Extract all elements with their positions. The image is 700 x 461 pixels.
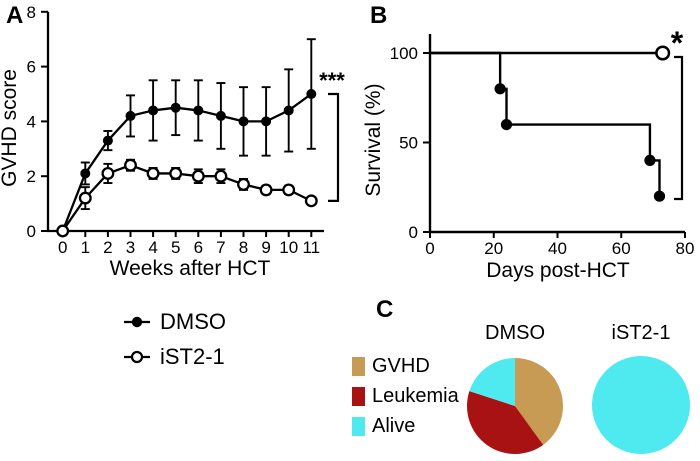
legend-label-ist21: iST2-1 [160, 344, 225, 369]
svg-text:3: 3 [126, 238, 135, 257]
svg-text:*: * [671, 25, 684, 61]
significance-bracket-b: * [671, 25, 684, 201]
survival-chart: 0 50 100 0 20 40 60 80 Days post-HCT Survival (%)… [362, 25, 694, 282]
svg-text:0: 0 [58, 238, 67, 257]
series-ist2-1 [61, 164, 312, 232]
panel-c-label: C [376, 296, 394, 323]
slice-gvhd [515, 358, 563, 445]
svg-text:11: 11 [302, 238, 320, 257]
legend-label-alive: Alive [372, 415, 416, 437]
svg-text:0: 0 [425, 239, 434, 258]
svg-text:60: 60 [612, 239, 631, 258]
slice-leukemia [467, 391, 544, 454]
svg-text:9: 9 [261, 238, 270, 257]
legend-label-dmso: DMSO [160, 309, 226, 334]
svg-text:50: 50 [399, 134, 418, 153]
legend-item-leukemia: Leukemia [352, 385, 459, 407]
legend-label-gvhd: GVHD [372, 355, 430, 377]
svg-text:40: 40 [548, 239, 567, 258]
leukemia-color-swatch [352, 387, 365, 406]
svg-text:20: 20 [484, 239, 503, 258]
axes: 0 50 100 0 20 40 60 80 Days post-HCT Survival (%) [362, 34, 694, 282]
filled-circle-marker-icon [124, 316, 150, 328]
panel-b-label: B [370, 2, 388, 29]
svg-text:6: 6 [194, 238, 203, 257]
svg-text:2: 2 [103, 238, 112, 257]
outcome-pie-dmso [467, 358, 563, 454]
series-ist2-1 [430, 45, 671, 61]
slice-alive [592, 356, 690, 454]
svg-text:***: *** [319, 68, 345, 93]
svg-text:2: 2 [27, 167, 36, 186]
svg-text:1: 1 [81, 238, 90, 257]
svg-text:0: 0 [409, 223, 418, 242]
svg-text:0: 0 [27, 222, 36, 241]
markers-ist2-1 [56, 158, 318, 238]
svg-text:Survival (%): Survival (%) [362, 83, 385, 196]
significance-bracket-a: *** [319, 68, 345, 202]
svg-text:4: 4 [148, 238, 157, 257]
svg-text:4: 4 [27, 112, 36, 131]
gvhd-color-swatch [352, 357, 365, 376]
svg-text:GVHD score: GVHD score [0, 69, 21, 187]
legend-item-gvhd: GVHD [352, 355, 459, 377]
pie-title-dmso: DMSO [485, 322, 545, 344]
svg-text:7: 7 [216, 238, 225, 257]
svg-text:Days post-HCT: Days post-HCT [486, 259, 630, 282]
svg-text:10: 10 [279, 238, 298, 257]
legend-item-ist21: iST2-1 [124, 345, 226, 369]
markers-dmso [57, 89, 317, 236]
outcome-pie-ist21 [592, 356, 690, 454]
open-circle-marker-icon [124, 350, 150, 364]
alive-color-swatch [352, 417, 365, 436]
svg-text:80: 80 [676, 239, 695, 258]
pie-title-ist21: iST2-1 [611, 322, 671, 344]
panel-a-label: A [6, 2, 24, 29]
treatment-legend: DMSO iST2-1 [124, 310, 226, 380]
series-dmso [61, 93, 312, 232]
svg-text:6: 6 [27, 58, 36, 77]
outcome-legend: GVHD Leukemia Alive [352, 355, 459, 447]
legend-item-dmso: DMSO [124, 310, 226, 334]
slice-alive [469, 358, 515, 406]
svg-text:Weeks after HCT: Weeks after HCT [110, 257, 271, 280]
svg-text:100: 100 [390, 44, 418, 63]
error-bars [80, 38, 316, 211]
series-dmso [430, 51, 666, 202]
svg-text:8: 8 [27, 3, 36, 22]
svg-text:8: 8 [239, 238, 248, 257]
legend-label-leukemia: Leukemia [372, 385, 459, 407]
svg-text:5: 5 [171, 238, 180, 257]
legend-item-alive: Alive [352, 415, 459, 437]
